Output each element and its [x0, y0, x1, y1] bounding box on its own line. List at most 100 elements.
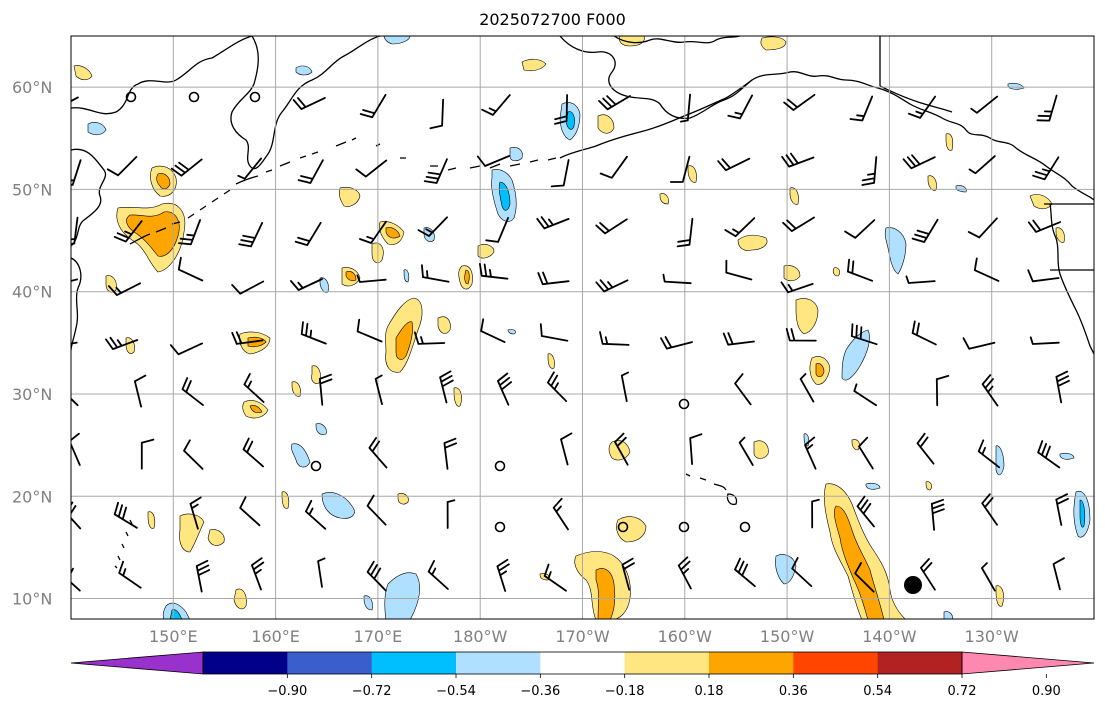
coastlines [71, 36, 1094, 569]
lat-tick-label: 30°N [12, 385, 52, 404]
wind-barb [856, 495, 875, 528]
wind-barb [1055, 370, 1070, 404]
wind-barb [439, 370, 454, 404]
wind-barb [239, 496, 261, 527]
wind-barb [71, 96, 79, 103]
wind-barb [781, 152, 815, 168]
wind-barb [1027, 219, 1062, 233]
wind-barb [108, 282, 141, 296]
wind-barb [676, 217, 694, 248]
wind-barb [620, 371, 629, 402]
map-title: 2025072700 F000 [479, 10, 626, 29]
wind-barb [981, 562, 996, 592]
colorbar-segment [203, 652, 288, 674]
wind-barb [429, 98, 444, 130]
wind-barb [967, 217, 998, 239]
wind-barb [599, 331, 630, 346]
wind-barb [170, 158, 203, 177]
wind-barb [935, 375, 950, 407]
wind-barb [421, 264, 450, 283]
wind-barb [905, 275, 936, 284]
wind-barb [981, 493, 998, 526]
lon-tick-label: 170°E [354, 627, 403, 646]
wind-barb [911, 320, 937, 346]
wind-barb [902, 154, 936, 170]
wind-barb [169, 342, 203, 356]
wind-barb [356, 318, 383, 343]
colorbar-tick-label: 0.36 [779, 684, 808, 699]
wind-barb [292, 97, 326, 110]
wind-barb [297, 159, 324, 184]
wind-barb [414, 331, 446, 345]
wind-barb [140, 438, 155, 470]
graticule [71, 36, 1094, 619]
wind-barb [318, 373, 333, 406]
lat-tick-label: 60°N [12, 78, 52, 97]
wind-barb [118, 560, 142, 589]
wind-barb [1032, 156, 1060, 181]
colorbar-tick-label: −0.72 [352, 684, 392, 699]
wind-barb [113, 501, 138, 529]
wind-barb [71, 216, 79, 245]
wind-barb [677, 556, 692, 590]
wind-barb [854, 562, 875, 593]
wind-barb [366, 560, 387, 592]
wind-barb [858, 436, 874, 470]
wind-barb [71, 159, 82, 186]
wind-barb [481, 94, 511, 116]
lat-tick-label: 50°N [12, 180, 52, 199]
wind-barb [847, 258, 874, 282]
wind-barb [305, 499, 327, 530]
wind-barb [725, 259, 753, 281]
colorbar-extend-high [961, 651, 1095, 675]
wind-barb [359, 220, 387, 244]
wind-barb [930, 498, 945, 531]
wind-barb [71, 397, 79, 407]
wind-barb [427, 560, 449, 590]
wind-barb [423, 158, 448, 184]
colorbar-tick-label: −0.18 [605, 684, 645, 699]
wind-barb [539, 323, 569, 342]
colorbar-segment [456, 652, 541, 674]
wind-barb [443, 437, 457, 470]
map-frame [70, 35, 1095, 620]
wind-barb [734, 373, 752, 406]
wind-barb [861, 156, 878, 186]
anomaly-shading [73, 36, 1091, 619]
wind-barb [317, 557, 326, 588]
colorbar-tick-label: 0.18 [695, 684, 724, 699]
wind-barb [294, 221, 322, 246]
wind-barb [791, 557, 813, 587]
wind-barb [669, 155, 691, 183]
colorbar-tick-label: 0.72 [948, 684, 977, 699]
wind-barb [804, 436, 817, 470]
wind-barb [536, 216, 570, 230]
wind-barb [968, 155, 996, 175]
wind-barb [231, 280, 265, 295]
lat-tick-label: 20°N [12, 487, 52, 506]
lat-tick-label: 10°N [12, 590, 52, 609]
colorbar-tick-label: −0.90 [267, 684, 307, 699]
wind-barb [417, 216, 448, 237]
wind-barb [962, 337, 996, 350]
wind-barb [178, 219, 201, 246]
wind-barb [177, 256, 204, 282]
wind-barb [550, 159, 570, 188]
wind-barb [355, 159, 388, 178]
lon-tick-label: 150°W [760, 627, 815, 646]
wind-barb [916, 432, 935, 465]
wind-barb [783, 93, 816, 111]
wind-barb [727, 94, 753, 120]
wind-barb [973, 257, 1000, 282]
colorbar-tick-label: 0.54 [863, 684, 892, 699]
wind-barb [734, 557, 756, 588]
wind-barb [238, 222, 264, 248]
wind-barb [446, 499, 456, 529]
wind-barb [552, 497, 569, 531]
wind-barb [1037, 440, 1061, 469]
lon-tick-label: 180°W [453, 627, 508, 646]
colorbar-segment [371, 652, 457, 674]
wind-barb [724, 217, 756, 238]
wind-barb [237, 157, 262, 180]
